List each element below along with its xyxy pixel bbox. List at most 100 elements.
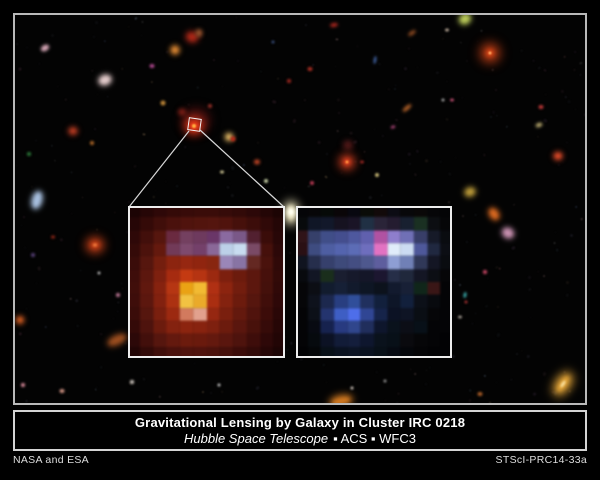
background-speckle (70, 297, 72, 300)
background-speckle (133, 16, 138, 21)
background-speckle (425, 369, 428, 372)
galaxy (21, 383, 25, 387)
background-speckle (424, 159, 429, 162)
pixel (440, 269, 450, 282)
galaxy (483, 270, 487, 274)
background-speckle (575, 109, 577, 111)
pixel (307, 208, 321, 218)
pixel (233, 217, 247, 231)
galaxy (459, 15, 471, 25)
pixel (374, 230, 388, 244)
background-speckle (127, 25, 130, 28)
background-speckle (557, 163, 560, 166)
pixel (440, 230, 450, 244)
galaxy (375, 173, 379, 177)
galaxy (108, 333, 126, 347)
pixel (347, 230, 361, 244)
background-speckle (428, 366, 430, 369)
pixel (152, 294, 167, 308)
galaxy (488, 208, 500, 220)
background-speckle (92, 127, 97, 131)
pixel (179, 230, 194, 244)
pixel (427, 294, 441, 308)
pixel (360, 217, 374, 231)
pixel (387, 269, 401, 282)
pixel (334, 294, 348, 308)
background-speckle (454, 157, 457, 159)
pixel (166, 320, 180, 334)
pixel (233, 243, 247, 257)
pixel (246, 243, 261, 257)
pixel (139, 243, 153, 257)
pixel (179, 333, 194, 347)
pixel (130, 256, 140, 270)
pixel (440, 243, 450, 257)
pixel (320, 320, 335, 334)
inset-panel-right (296, 206, 452, 358)
background-speckle (226, 186, 230, 189)
background-speckle (465, 240, 469, 244)
pixel (206, 346, 220, 356)
background-speckle (150, 80, 153, 84)
pixel (206, 307, 220, 321)
background-speckle (375, 371, 378, 373)
pixel (413, 269, 428, 282)
pixel (139, 217, 153, 231)
pixel (152, 333, 167, 347)
galaxy (70, 128, 76, 134)
background-speckle (99, 365, 103, 369)
pixel (400, 281, 414, 295)
lensed-galaxy-visible-red-pixels (130, 208, 283, 356)
background-speckle (256, 141, 259, 144)
pixel (193, 320, 207, 334)
background-speckle (560, 89, 564, 93)
pixel (166, 307, 180, 321)
lensed-galaxy-infrared-blue-pixels (298, 208, 450, 356)
background-speckle (24, 246, 27, 249)
background-speckle (276, 77, 279, 80)
background-speckle (536, 135, 539, 138)
pixel (400, 256, 414, 270)
background-speckle (543, 118, 549, 124)
background-speckle (336, 129, 339, 132)
pixel (347, 294, 361, 308)
pixel (166, 281, 180, 295)
pixel (246, 307, 261, 321)
pixel (400, 230, 414, 244)
background-speckle (103, 40, 107, 43)
background-speckle (25, 307, 28, 310)
pixel (233, 346, 247, 356)
background-speckle (94, 20, 99, 25)
pixel (273, 256, 283, 270)
galaxy (287, 79, 291, 83)
pixel (440, 256, 450, 270)
background-speckle (532, 392, 537, 397)
pixel (298, 230, 308, 244)
pixel (246, 333, 261, 347)
pixel (193, 208, 207, 218)
background-speckle (91, 69, 94, 72)
galaxy (350, 386, 354, 390)
background-speckle (554, 231, 556, 234)
pixel (273, 208, 283, 218)
galaxy (93, 243, 97, 247)
background-speckle (228, 183, 231, 185)
background-speckle (452, 354, 456, 359)
pixel (233, 208, 247, 218)
background-speckle (354, 160, 357, 164)
background-speckle (435, 71, 439, 74)
pixel (413, 281, 428, 295)
pixel (347, 320, 361, 334)
pixel (298, 333, 308, 347)
pixel (166, 217, 180, 231)
pixel (246, 256, 261, 270)
pixel (360, 281, 374, 295)
pixel (206, 217, 220, 231)
background-speckle (579, 61, 583, 65)
background-speckle (117, 301, 120, 304)
pixel (166, 208, 180, 218)
galaxy (331, 396, 351, 403)
background-speckle (230, 165, 235, 170)
background-speckle (21, 224, 23, 226)
pixel (246, 217, 261, 231)
